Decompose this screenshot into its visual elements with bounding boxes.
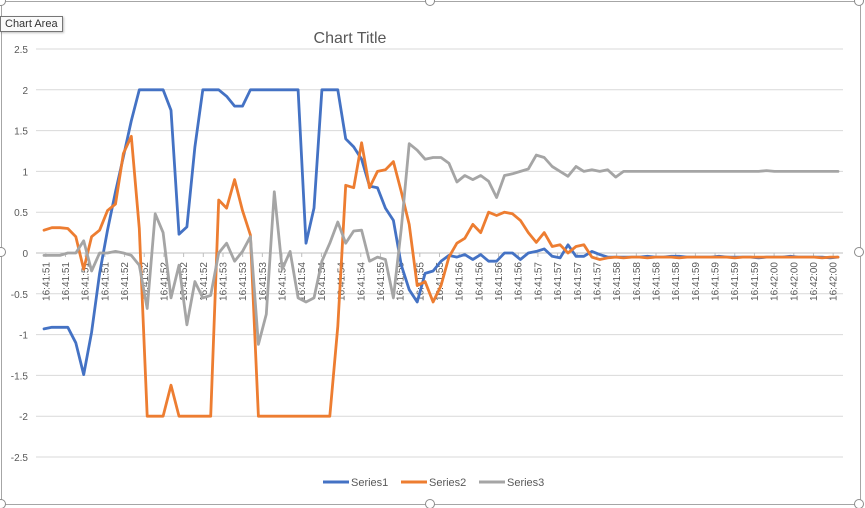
- x-tick-label: 16:42:00: [809, 262, 820, 301]
- chart-title: Chart Title: [314, 30, 387, 47]
- y-tick-label: -1: [19, 331, 28, 342]
- resize-handle[interactable]: [0, 0, 6, 6]
- chart-area-tooltip: Chart Area: [0, 16, 63, 32]
- y-tick-label: -2: [19, 412, 28, 423]
- y-axis: 2.5 2 1.5 1 0.5 0 -0.5 -1 -1.5 -2 -2.5: [11, 45, 29, 464]
- x-tick-label: 16:41:56: [494, 262, 505, 301]
- x-tick-label: 16:41:58: [612, 262, 623, 301]
- legend-entry[interactable]: Series1: [351, 477, 388, 489]
- x-tick-label: 16:41:53: [218, 262, 229, 301]
- x-tick-label: 16:41:53: [238, 262, 249, 301]
- x-tick-label: 16:41:58: [671, 262, 682, 301]
- x-tick-label: 16:41:58: [652, 262, 663, 301]
- x-tick-label: 16:42:00: [829, 262, 840, 301]
- x-tick-label: 16:41:52: [179, 262, 190, 301]
- x-tick-label: 16:41:56: [514, 262, 525, 301]
- x-tick-label: 16:41:58: [632, 262, 643, 301]
- y-tick-label: 1.5: [14, 127, 28, 138]
- x-tick-label: 16:41:57: [573, 262, 584, 301]
- y-tick-label: 2: [22, 86, 28, 97]
- series-line-series2: [42, 134, 840, 418]
- x-tick-label: 16:41:55: [435, 262, 446, 301]
- x-tick-label: 16:41:59: [750, 262, 761, 301]
- x-tick-label: 16:41:52: [120, 262, 131, 301]
- legend-entry[interactable]: Series3: [507, 477, 544, 489]
- y-tick-label: 1: [22, 167, 28, 178]
- x-tick-label: 16:41:54: [337, 262, 348, 301]
- resize-handle[interactable]: [425, 499, 435, 508]
- x-tick-label: 16:41:52: [159, 262, 170, 301]
- x-tick-label: 16:41:51: [61, 262, 72, 301]
- x-tick-label: 16:41:55: [415, 262, 426, 301]
- legend[interactable]: Series1 Series2 Series3: [323, 477, 544, 489]
- y-tick-label: -0.5: [11, 290, 29, 301]
- x-tick-label: 16:41:55: [376, 262, 387, 301]
- x-tick-label: 16:42:00: [789, 262, 800, 301]
- x-axis: 16:41:51 16:41:51 16:41:51 16:41:51 16:41:52…: [36, 252, 843, 301]
- series-line-series3: [42, 142, 840, 346]
- x-tick-label: 16:41:53: [278, 262, 289, 301]
- x-tick-label: 16:41:54: [317, 262, 328, 301]
- resize-handle[interactable]: [425, 0, 435, 6]
- plot-series: [42, 88, 840, 418]
- x-tick-label: 16:41:57: [553, 262, 564, 301]
- resize-handle[interactable]: [0, 499, 6, 508]
- x-tick-label: 16:41:57: [533, 262, 544, 301]
- x-tick-label: 16:42:00: [770, 262, 781, 301]
- x-tick-label: 16:41:53: [258, 262, 269, 301]
- x-tick-label: 16:41:51: [100, 262, 111, 301]
- x-tick-label: 16:41:55: [396, 262, 407, 301]
- y-tick-label: 0.5: [14, 208, 28, 219]
- resize-handle[interactable]: [0, 247, 6, 257]
- resize-handle[interactable]: [854, 499, 864, 508]
- legend-entry[interactable]: Series2: [429, 477, 466, 489]
- x-tick-label: 16:41:52: [199, 262, 210, 301]
- x-tick-label: 16:41:59: [711, 262, 722, 301]
- x-tick-label: 16:41:57: [592, 262, 603, 301]
- x-tick-label: 16:41:52: [140, 262, 151, 301]
- y-tick-label: 2.5: [14, 45, 28, 56]
- y-tick-label: 0: [22, 249, 28, 260]
- x-tick-label: 16:41:54: [356, 262, 367, 301]
- y-tick-label: -1.5: [11, 371, 29, 382]
- x-tick-label: 16:41:56: [474, 262, 485, 301]
- y-tick-label: -2.5: [11, 453, 29, 464]
- x-tick-label: 16:41:51: [81, 262, 92, 301]
- resize-handle[interactable]: [854, 247, 864, 257]
- x-tick-label: 16:41:59: [691, 262, 702, 301]
- x-tick-label: 16:41:51: [41, 262, 52, 301]
- x-tick-label: 16:41:56: [455, 262, 466, 301]
- x-tick-label: 16:41:59: [730, 262, 741, 301]
- resize-handle[interactable]: [854, 0, 864, 6]
- x-tick-label: 16:41:54: [297, 262, 308, 301]
